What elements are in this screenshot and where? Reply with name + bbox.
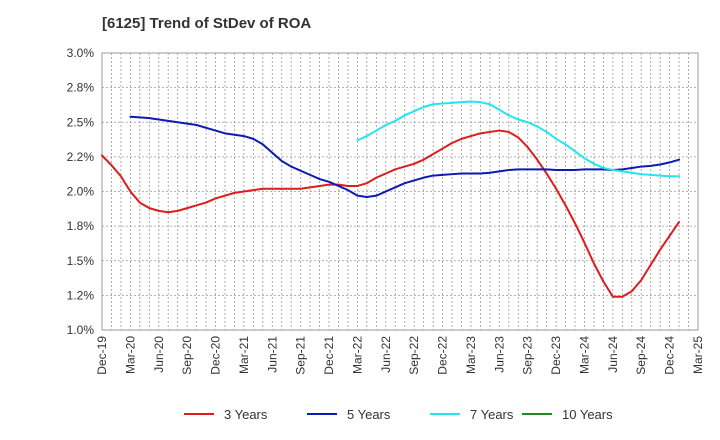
x-tick-label: Mar-25 xyxy=(691,336,705,374)
legend-label-10-years: 10 Years xyxy=(562,407,613,422)
series-line-3-years xyxy=(101,129,681,298)
x-tick-label: Mar-21 xyxy=(237,336,251,374)
y-tick-label: 1.8% xyxy=(67,219,95,233)
x-tick-label: Mar-22 xyxy=(350,336,364,374)
x-tick-label: Jun-22 xyxy=(379,336,393,373)
y-tick-label: 2.0% xyxy=(67,185,95,199)
series-lines xyxy=(101,100,681,298)
x-tick-label: Jun-23 xyxy=(492,336,506,373)
legend-label-7-years: 7 Years xyxy=(470,407,514,422)
grid-lines xyxy=(101,52,699,331)
series-line-7-years xyxy=(356,100,681,178)
x-tick-label: Dec-21 xyxy=(322,336,336,375)
x-tick-label: Sep-20 xyxy=(180,336,194,375)
y-tick-label: 1.0% xyxy=(67,323,95,337)
x-tick-label: Dec-19 xyxy=(95,336,109,375)
x-tick-label: Mar-24 xyxy=(577,336,591,374)
x-tick-label: Sep-22 xyxy=(407,336,421,375)
x-tick-label: Mar-20 xyxy=(123,336,137,374)
chart-title: [6125] Trend of StDev of ROA xyxy=(102,15,311,32)
x-tick-label: Dec-23 xyxy=(549,336,563,375)
x-tick-label: Dec-24 xyxy=(663,336,677,375)
y-axis-ticks: 1.0% 1.2% 1.5% 1.8% 2.0% 2.2% 2.5% 2.8% 3.0% xyxy=(67,46,95,337)
y-tick-label: 1.5% xyxy=(67,254,95,268)
x-tick-label: Jun-20 xyxy=(152,336,166,373)
x-tick-label: Sep-24 xyxy=(634,336,648,375)
y-tick-label: 2.8% xyxy=(67,81,95,95)
y-tick-label: 2.2% xyxy=(67,150,95,164)
y-tick-label: 3.0% xyxy=(67,46,95,60)
y-tick-label: 2.5% xyxy=(67,115,95,129)
x-tick-label: Jun-21 xyxy=(265,336,279,373)
x-tick-label: Mar-23 xyxy=(464,336,478,374)
x-tick-label: Dec-22 xyxy=(436,336,450,375)
legend-label-5-years: 5 Years xyxy=(347,407,391,422)
x-axis-ticks: Dec-19 Mar-20 Jun-20 Sep-20 Dec-20 Mar-21 Jun-… xyxy=(95,336,705,375)
x-tick-label: Dec-20 xyxy=(209,336,223,375)
x-tick-label: Sep-21 xyxy=(294,336,308,375)
x-tick-label: Sep-23 xyxy=(521,336,535,375)
legend: 3 Years 5 Years 7 Years 10 Years xyxy=(184,407,613,422)
y-tick-label: 1.2% xyxy=(67,288,95,302)
legend-label-3-years: 3 Years xyxy=(224,407,268,422)
x-tick-label: Jun-24 xyxy=(606,336,620,373)
series-line-5-years xyxy=(129,115,681,199)
